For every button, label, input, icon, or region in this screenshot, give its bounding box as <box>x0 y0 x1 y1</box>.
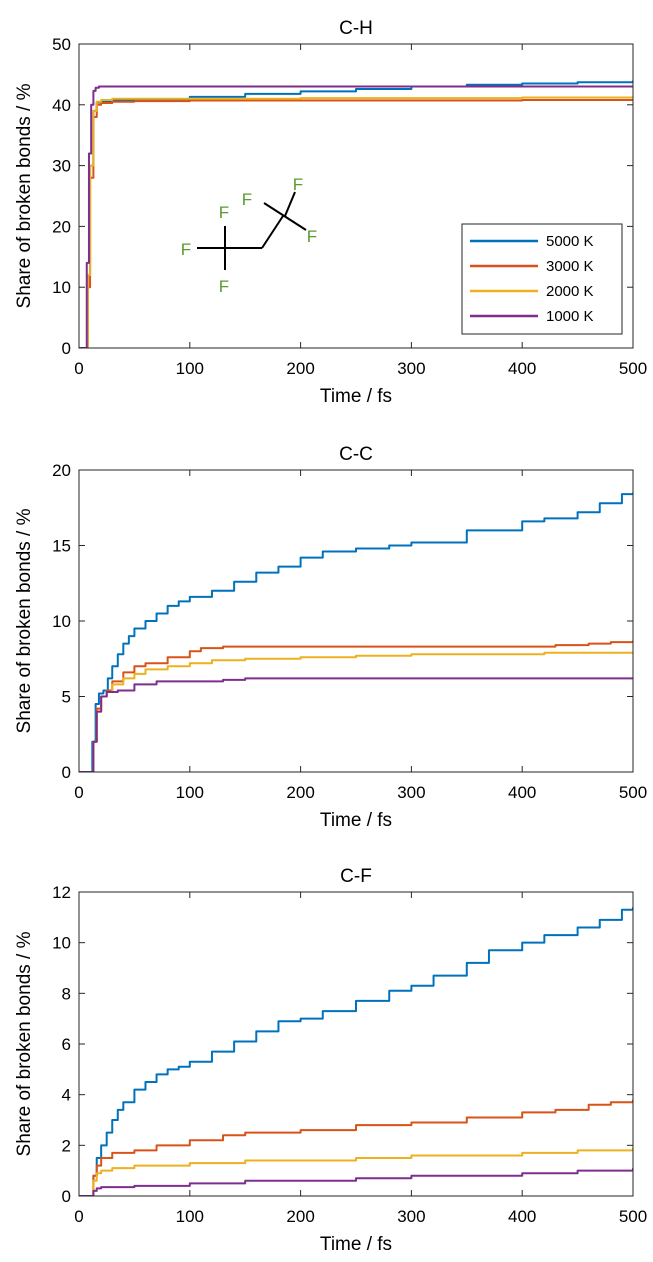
bond <box>261 215 284 249</box>
x-tick-label: 0 <box>74 1207 83 1226</box>
x-tick-label: 200 <box>286 783 314 802</box>
y-tick-label: 6 <box>62 1035 71 1054</box>
y-tick-label: 0 <box>62 1187 71 1206</box>
bond <box>284 191 296 217</box>
x-tick-label: 300 <box>397 783 425 802</box>
y-tick-label: 0 <box>62 339 71 358</box>
series-line-1000-k <box>79 1168 633 1196</box>
x-tick-label: 100 <box>176 783 204 802</box>
x-tick-label: 100 <box>176 359 204 378</box>
plot-frame <box>78 891 634 1197</box>
x-tick-label: 200 <box>286 1207 314 1226</box>
series-line-3000-k <box>79 1099 633 1196</box>
y-axis-label: Share of broken bonds / % <box>14 508 35 733</box>
y-tick-label: 15 <box>52 537 71 556</box>
chart-cf: 0 100 200 300 400 500 0 2 4 6 8 10 12 C-F Time / fs Sha… <box>14 866 647 1255</box>
legend-label: 1000 K <box>546 308 594 325</box>
series-line-2000-k <box>79 96 633 348</box>
fluorine-atom-label: F <box>293 175 303 194</box>
legend: 5000 K 3000 K 2000 K 1000 K <box>461 223 623 335</box>
y-tick-label: 10 <box>52 934 71 953</box>
legend-label: 3000 K <box>546 258 594 275</box>
fluorine-atom-label: F <box>181 240 191 259</box>
fluorine-atom-label: F <box>307 227 317 246</box>
y-tick-label: 10 <box>52 278 71 297</box>
series-line-5000-k <box>79 907 633 1196</box>
y-tick-label: 2 <box>62 1136 71 1155</box>
series-line-3000-k <box>79 640 633 772</box>
x-tick-label: 100 <box>176 1207 204 1226</box>
chart-cc: 0 100 200 300 400 500 0 5 10 15 20 C-C Time / fs Shar… <box>14 444 647 831</box>
plot-frame <box>78 43 634 349</box>
x-axis-label: Time / fs <box>320 1234 392 1255</box>
series-line-2000-k <box>79 1147 633 1196</box>
y-axis-label: Share of broken bonds / % <box>14 83 35 308</box>
x-tick-label: 400 <box>508 359 536 378</box>
chart-title: C-H <box>339 18 373 39</box>
series-line-3000-k <box>79 98 633 348</box>
y-tick-label: 5 <box>62 688 71 707</box>
legend-label: 5000 K <box>546 233 594 250</box>
x-tick-label: 0 <box>74 783 83 802</box>
plot-frame <box>78 469 634 773</box>
chart-title: C-F <box>340 866 372 887</box>
x-tick-label: 400 <box>508 783 536 802</box>
y-axis-label: Share of broken bonds / % <box>14 931 35 1156</box>
y-tick-label: 0 <box>62 763 71 782</box>
fluorine-atom-label: F <box>242 190 252 209</box>
fluorine-atom-label: F <box>219 277 229 296</box>
y-tick-label: 12 <box>52 883 71 902</box>
y-tick-label: 4 <box>62 1086 71 1105</box>
x-tick-label: 0 <box>74 359 83 378</box>
chart-title: C-C <box>339 444 373 465</box>
y-tick-label: 30 <box>52 157 71 176</box>
x-axis-label: Time / fs <box>320 810 392 831</box>
y-tick-label: 10 <box>52 612 71 631</box>
chart-ch: 0 100 200 300 400 500 0 10 20 30 40 50 C-H Time / fs S… <box>14 18 647 407</box>
x-tick-label: 400 <box>508 1207 536 1226</box>
x-tick-label: 300 <box>397 1207 425 1226</box>
series-line-5000-k <box>79 492 633 772</box>
x-tick-label: 500 <box>619 1207 647 1226</box>
bond <box>263 202 307 231</box>
y-tick-label: 50 <box>52 35 71 54</box>
y-tick-label: 20 <box>52 217 71 236</box>
x-tick-label: 300 <box>397 359 425 378</box>
y-tick-label: 8 <box>62 984 71 1003</box>
x-tick-label: 500 <box>619 783 647 802</box>
series-line-1000-k <box>79 677 633 772</box>
x-tick-label: 500 <box>619 359 647 378</box>
x-tick-label: 200 <box>286 359 314 378</box>
fluorine-atom-label: F <box>219 203 229 222</box>
y-tick-label: 20 <box>52 461 71 480</box>
series-line-2000-k <box>79 651 633 772</box>
legend-label: 2000 K <box>546 283 594 300</box>
series-line-1000-k <box>79 85 633 348</box>
x-axis-label: Time / fs <box>320 386 392 407</box>
y-tick-label: 40 <box>52 96 71 115</box>
